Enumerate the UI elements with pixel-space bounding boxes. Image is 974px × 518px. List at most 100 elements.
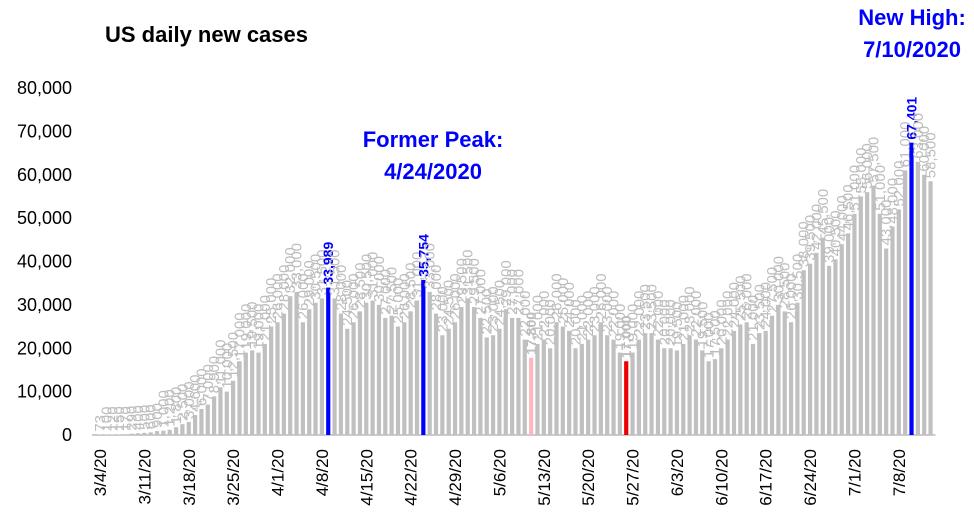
bar xyxy=(668,348,673,435)
bar xyxy=(611,339,616,435)
bar xyxy=(548,348,553,435)
data-label: 20,000 xyxy=(663,299,680,345)
bar xyxy=(231,380,236,435)
bar xyxy=(180,424,185,435)
bar xyxy=(839,244,844,435)
bar xyxy=(503,309,508,435)
x-tick-label: 3/25/20 xyxy=(224,449,243,506)
bar xyxy=(877,213,882,435)
x-tick-label: 3/4/20 xyxy=(91,449,110,496)
data-label: 19,000 xyxy=(251,304,268,350)
data-label: 400 xyxy=(130,405,147,430)
bar xyxy=(649,333,654,435)
data-label: 32,000 xyxy=(282,247,299,293)
data-label: 26,000 xyxy=(346,273,363,319)
bar xyxy=(110,434,115,435)
bar xyxy=(490,335,496,435)
data-label: 23,500 xyxy=(637,284,654,330)
data-label: 39,000 xyxy=(821,217,838,263)
data-label: 56,000 xyxy=(859,143,876,189)
data-label: 19,500 xyxy=(694,302,711,348)
bar xyxy=(484,337,489,435)
data-label: 24,500 xyxy=(441,280,458,326)
bar xyxy=(769,315,775,435)
bar xyxy=(662,348,667,435)
annotation: 4/24/2020 xyxy=(384,159,482,184)
y-tick-label: 40,000 xyxy=(17,252,72,272)
data-label: 57,500 xyxy=(865,137,882,183)
bar xyxy=(909,142,914,435)
bar xyxy=(427,291,432,435)
y-tick-label: 70,000 xyxy=(17,121,72,141)
bar xyxy=(446,328,451,435)
bar xyxy=(364,302,369,435)
bar xyxy=(154,431,160,435)
bar xyxy=(376,304,382,435)
bar xyxy=(123,434,128,435)
bar xyxy=(630,352,635,435)
x-tick-label: 5/20/20 xyxy=(579,449,598,506)
bar xyxy=(237,361,242,435)
data-label: 3,000 xyxy=(181,381,198,419)
annotation: New High: xyxy=(858,5,966,30)
bar xyxy=(471,307,477,435)
bar xyxy=(712,359,718,435)
bar xyxy=(351,322,356,435)
bar xyxy=(617,352,622,435)
data-label: 500 xyxy=(136,405,153,430)
bar xyxy=(592,335,597,435)
bar xyxy=(212,396,217,435)
bar xyxy=(903,170,908,435)
y-tick-label: 80,000 xyxy=(17,78,72,98)
bar xyxy=(744,322,749,435)
data-label: 4,600 xyxy=(187,375,204,413)
bar xyxy=(573,348,578,435)
bar xyxy=(896,209,901,435)
data-label: 17,000 xyxy=(231,312,248,358)
data-label: 20,000 xyxy=(656,299,673,345)
bar xyxy=(865,192,870,435)
bar xyxy=(250,350,255,435)
annotation: 7/10/2020 xyxy=(863,37,961,62)
data-label: 27,000 xyxy=(377,269,394,315)
bar xyxy=(719,348,724,435)
bar xyxy=(414,300,420,435)
bar xyxy=(224,391,229,435)
bar xyxy=(731,330,737,435)
data-label: 28,500 xyxy=(777,262,794,308)
x-tick-label: 6/3/20 xyxy=(668,449,687,496)
data-label: 22,000 xyxy=(688,291,705,337)
bar xyxy=(687,335,692,435)
bar xyxy=(554,322,559,435)
bar xyxy=(288,296,293,435)
bar xyxy=(763,330,768,435)
data-label: 67,401 xyxy=(904,97,920,140)
bar xyxy=(700,350,705,435)
x-tick-label: 5/6/20 xyxy=(490,449,509,496)
data-label: 44,000 xyxy=(834,195,851,241)
bar xyxy=(148,432,153,435)
bar xyxy=(757,333,762,435)
data-label: 24,000 xyxy=(561,282,578,328)
bar xyxy=(852,213,857,435)
bar xyxy=(655,339,661,435)
data-label: 22,000 xyxy=(606,291,623,337)
data-label: 17,500 xyxy=(707,310,724,356)
data-label: 29,000 xyxy=(301,260,318,306)
data-label: 27,000 xyxy=(510,269,527,315)
data-label: 24,500 xyxy=(339,280,356,326)
data-label: 31,500 xyxy=(460,249,477,295)
data-label: 290 xyxy=(124,406,141,431)
data-label: 25,000 xyxy=(263,278,280,324)
data-label: 29,000 xyxy=(498,260,515,306)
bar xyxy=(522,339,527,435)
bar xyxy=(725,339,730,435)
data-label: 45,500 xyxy=(815,189,832,235)
y-tick-label: 60,000 xyxy=(17,165,72,185)
bar xyxy=(497,328,502,435)
bar xyxy=(465,298,470,435)
data-label: 39,500 xyxy=(802,215,819,261)
bar xyxy=(326,287,331,435)
bar xyxy=(586,339,591,435)
data-label: 33,000 xyxy=(422,243,439,289)
